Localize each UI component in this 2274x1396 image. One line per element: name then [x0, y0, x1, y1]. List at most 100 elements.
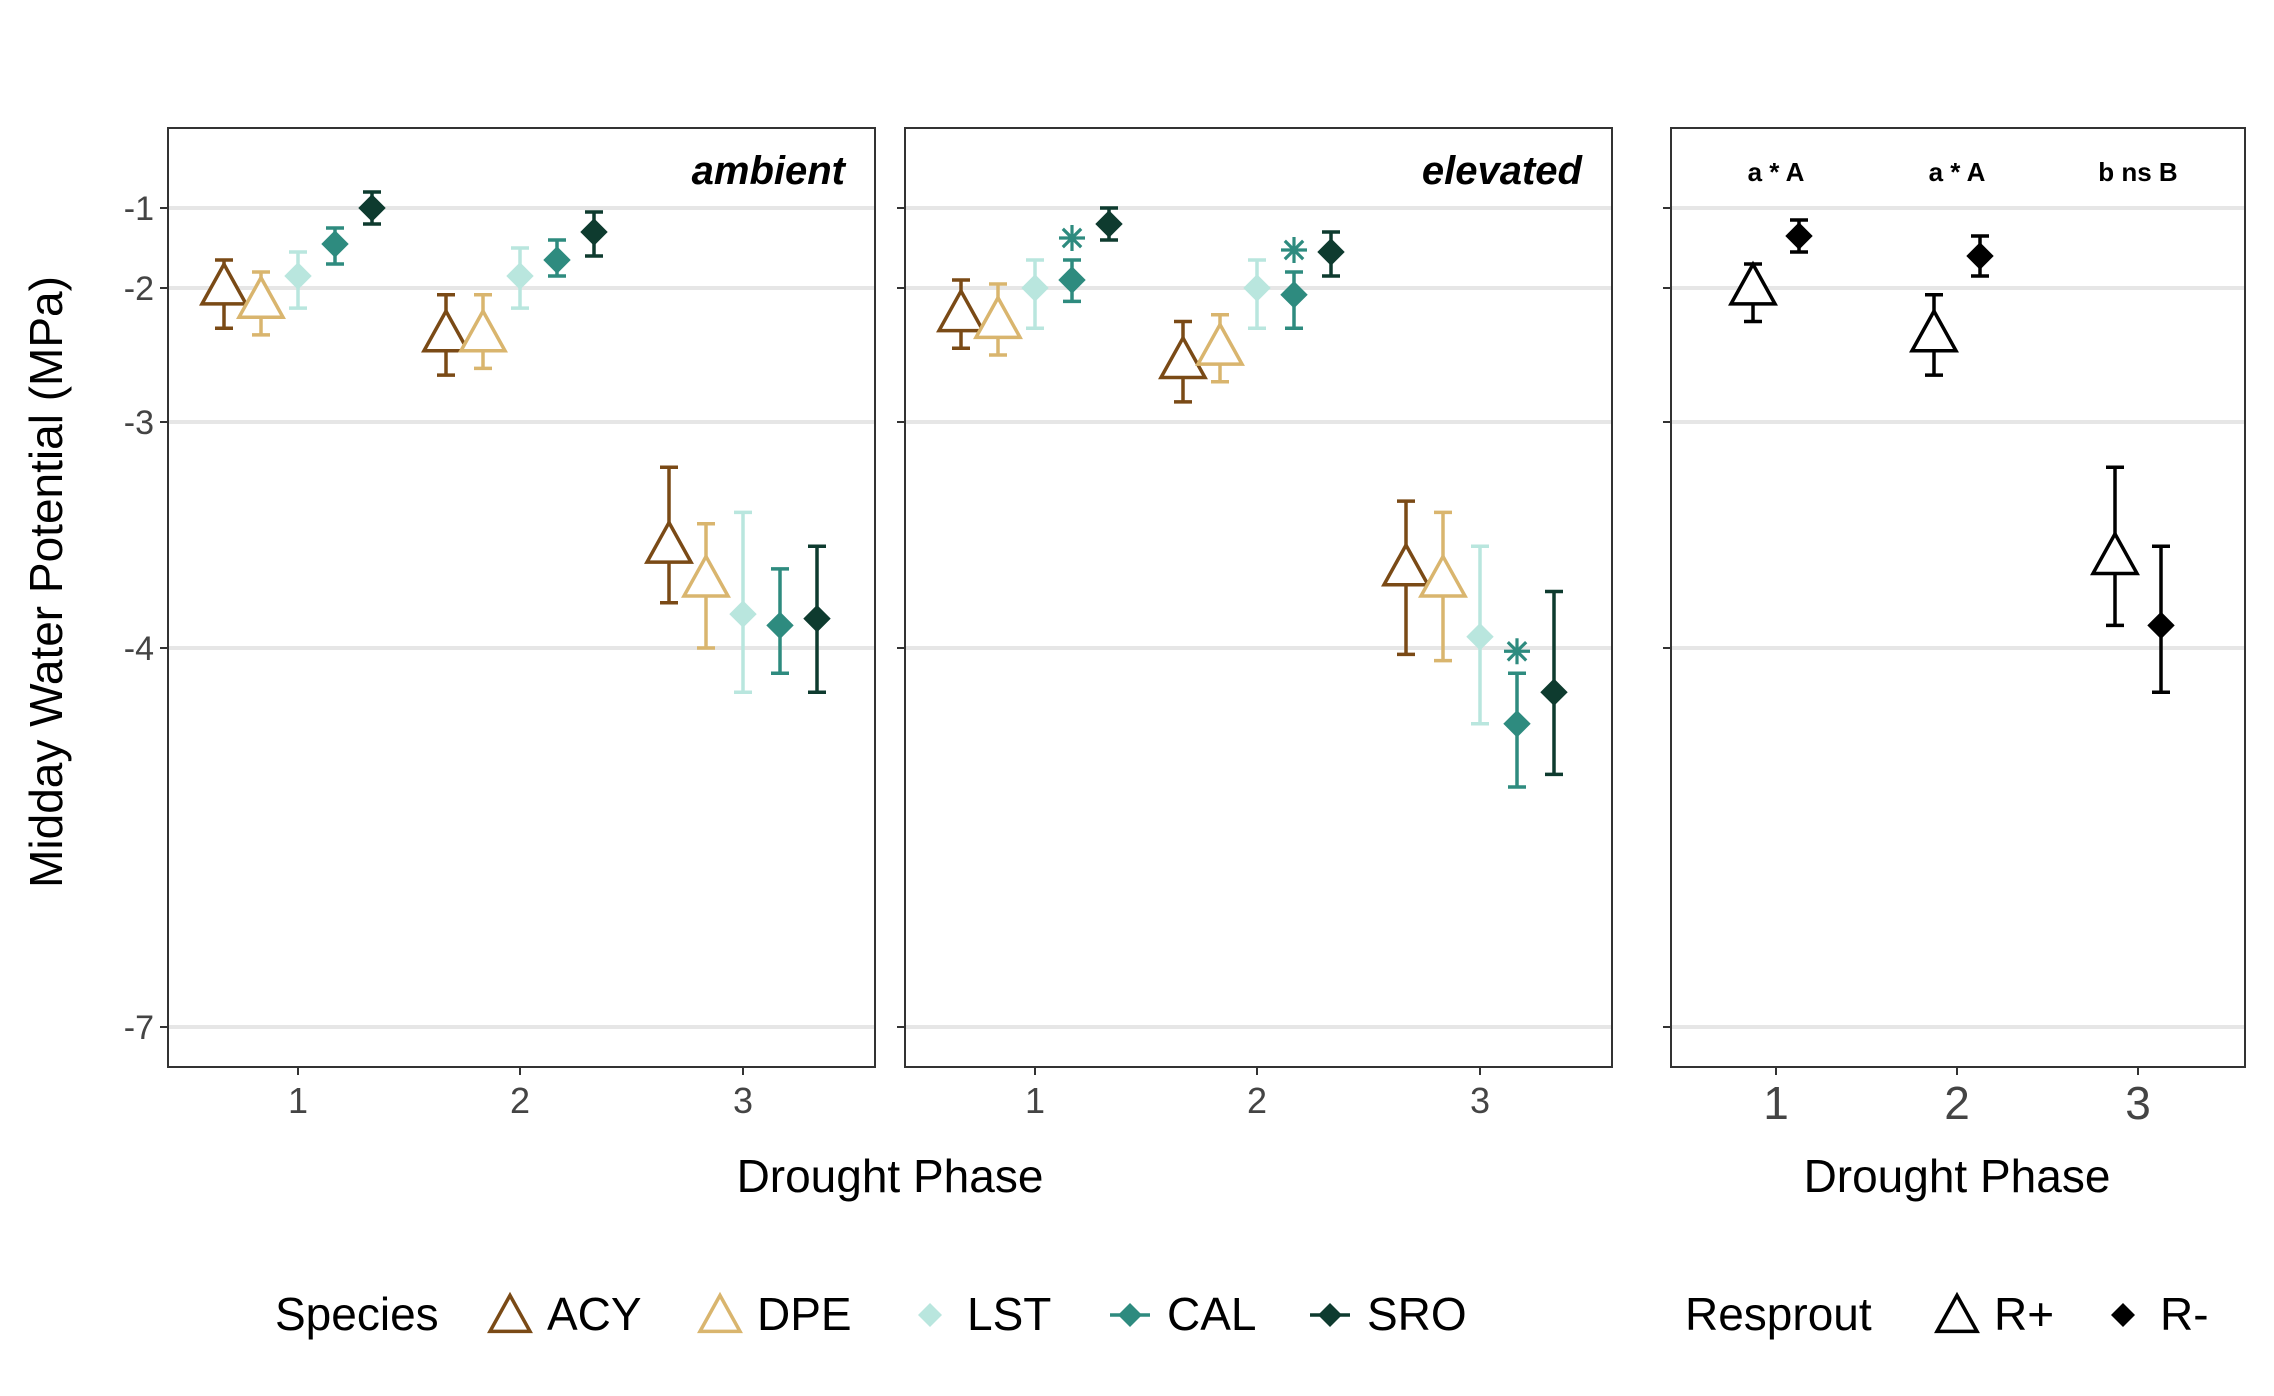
mean-point: [358, 194, 386, 222]
legend-label: DPE: [757, 1288, 852, 1340]
panel-title: ambient: [692, 149, 847, 193]
mean-point: [506, 262, 534, 290]
y-tick-label: -1: [124, 190, 154, 228]
x-axis-title-resprout: Drought Phase: [1804, 1150, 2111, 1202]
x-tick-label: 1: [1025, 1080, 1045, 1121]
mean-point: [321, 230, 349, 258]
series-lst: [1021, 258, 1494, 726]
y-tick-label: -3: [124, 404, 154, 442]
legend-label: R+: [1994, 1288, 2054, 1340]
mean-point: [458, 307, 508, 353]
mean-point: [2147, 611, 2175, 640]
legend-label: ACY: [547, 1288, 642, 1340]
legend-label: SRO: [1367, 1288, 1467, 1340]
mean-point: [1021, 274, 1049, 302]
mean-point: [973, 294, 1023, 340]
x-tick-label: 1: [288, 1080, 308, 1121]
mean-point: [681, 552, 731, 598]
y-tick-label: -4: [124, 630, 154, 668]
x-tick-label: 3: [1470, 1080, 1490, 1121]
legend-key-triangle: [1934, 1291, 1980, 1334]
legend-item-lst: LST: [918, 1288, 1051, 1340]
legend-item-dpe: DPE: [697, 1288, 852, 1340]
x-axis-title-species: Drought Phase: [737, 1150, 1044, 1202]
mean-point: [543, 246, 571, 274]
mean-point: [644, 518, 694, 564]
legend-item-sro: SRO: [1310, 1288, 1467, 1340]
legend-species-title: Species: [275, 1288, 439, 1340]
series-acy: [199, 258, 694, 605]
series-rminus: [1785, 218, 2175, 694]
group-annotation: b ns B: [2098, 157, 2177, 187]
mean-point: [936, 287, 986, 333]
legend-item-acy: ACY: [487, 1288, 642, 1340]
legend-key-triangle: [697, 1291, 743, 1334]
mean-point: [1503, 710, 1531, 738]
mean-point: [421, 307, 471, 353]
mean-point: [1909, 307, 1959, 353]
x-tick-label: 3: [2125, 1077, 2151, 1129]
significance-marker: [1059, 225, 1085, 251]
y-axis-title: Midday Water Potential (MPa): [20, 276, 72, 888]
mean-point: [1785, 222, 1813, 250]
mean-point: [1158, 334, 1208, 380]
series-acy: [936, 278, 1431, 657]
panel-resprout: 1 2 3 a * A a * A b ns B: [1663, 127, 2246, 1129]
mean-point: [284, 262, 312, 290]
mean-point: [1095, 210, 1123, 238]
mean-point: [1466, 622, 1494, 651]
mean-point: [1280, 280, 1308, 309]
y-tick-label: -7: [124, 1009, 154, 1047]
legend-label: R-: [2160, 1288, 2209, 1340]
legend-label: LST: [967, 1288, 1051, 1340]
panel-ambient: -1 -2 -3 -4 -7 1 2 3 ambient: [124, 127, 876, 1121]
legend-species: Species ACY DPE LST CAL SRO: [275, 1288, 1467, 1340]
mean-point: [729, 600, 757, 628]
series-dpe: [236, 270, 731, 650]
series-sro: [1095, 206, 1568, 777]
legend-resprout-title: Resprout: [1685, 1288, 1872, 1340]
significance-marker: [1281, 237, 1307, 263]
group-annotation: a * A: [1748, 157, 1805, 187]
mean-point: [1381, 541, 1431, 587]
mean-point: [199, 260, 249, 306]
legend-key-diamond: [1118, 1303, 1142, 1327]
x-tick-label: 1: [1763, 1077, 1789, 1129]
series-rplus: [1728, 260, 2140, 628]
mean-point: [1540, 678, 1568, 706]
mean-point: [236, 274, 286, 319]
panel-title: elevated: [1422, 149, 1584, 193]
legend-key-diamond: [1318, 1303, 1342, 1327]
group-annotation: a * A: [1929, 157, 1986, 187]
mean-point: [1728, 260, 1778, 306]
x-tick-label: 2: [510, 1080, 530, 1121]
legend-key-diamond: [918, 1303, 942, 1327]
mean-point: [1966, 242, 1994, 270]
legend-resprout: Resprout R+ R-: [1685, 1288, 2209, 1340]
mean-point: [1243, 274, 1271, 302]
series-cal: [1058, 258, 1531, 789]
legend-key-diamond: [2111, 1303, 2135, 1327]
mean-point: [1317, 238, 1345, 266]
x-tick-label: 2: [1247, 1080, 1267, 1121]
series-cal: [321, 226, 794, 676]
mean-point: [766, 611, 794, 640]
y-tick-label: -2: [124, 270, 154, 308]
series-lst: [284, 246, 757, 694]
mean-point: [2090, 530, 2140, 576]
mean-point: [803, 604, 831, 633]
x-tick-label: 3: [733, 1080, 753, 1121]
legend-item-r-minus: R-: [2111, 1288, 2209, 1340]
series-sro: [358, 190, 831, 694]
mean-point: [1418, 552, 1468, 598]
series-dpe: [973, 282, 1468, 663]
legend-item-r-plus: R+: [1934, 1288, 2054, 1340]
panel-frame: [1670, 127, 2246, 1068]
mean-point: [580, 218, 608, 246]
legend-item-cal: CAL: [1110, 1288, 1256, 1340]
legend-key-triangle: [487, 1291, 533, 1334]
mean-point: [1058, 266, 1086, 294]
x-tick-label: 2: [1944, 1077, 1970, 1129]
legend-label: CAL: [1167, 1288, 1256, 1340]
